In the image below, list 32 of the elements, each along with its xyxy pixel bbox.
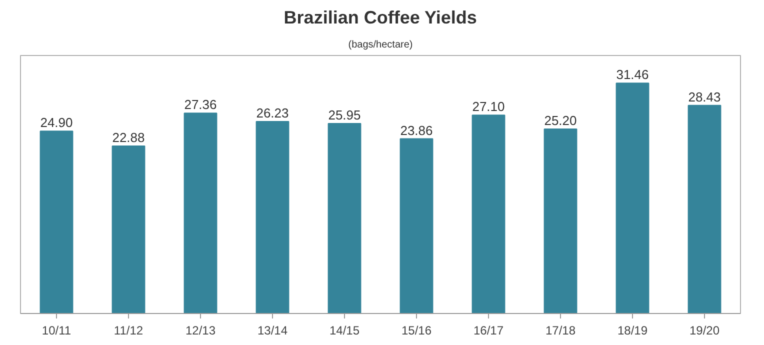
bar <box>472 114 506 314</box>
data-label: 27.10 <box>472 99 505 114</box>
bar <box>184 112 218 314</box>
data-label: 22.88 <box>112 130 145 145</box>
bar <box>256 120 290 314</box>
bar <box>40 130 74 314</box>
bar <box>400 138 434 314</box>
data-label: 27.36 <box>184 97 217 112</box>
data-label: 23.86 <box>400 122 433 138</box>
bar <box>616 82 650 314</box>
x-tick-label: 14/15 <box>329 324 360 338</box>
data-label: 31.46 <box>616 67 649 82</box>
data-label: 28.43 <box>688 89 721 104</box>
x-tick-label: 12/13 <box>185 324 216 338</box>
bar <box>112 145 146 314</box>
bar <box>688 104 722 314</box>
x-tick-label: 15/16 <box>401 324 432 338</box>
bar <box>328 122 362 314</box>
x-tick-label: 18/19 <box>617 324 648 338</box>
x-tick-label: 16/17 <box>473 324 504 338</box>
data-label: 24.90 <box>40 115 73 130</box>
chart-subtitle: (bags/hectare) <box>348 40 413 50</box>
x-tick-label: 17/18 <box>545 324 576 338</box>
data-label: 25.95 <box>328 107 361 122</box>
bar <box>544 128 578 314</box>
chart-title: Brazilian Coffee Yields <box>284 8 477 28</box>
data-label: 26.23 <box>256 105 289 120</box>
x-tick-label: 10/11 <box>42 324 72 338</box>
x-tick-label: 11/12 <box>114 324 144 338</box>
data-label: 25.20 <box>544 112 577 128</box>
x-tick-label: 19/20 <box>689 324 720 338</box>
x-tick-label: 13/14 <box>257 324 288 338</box>
